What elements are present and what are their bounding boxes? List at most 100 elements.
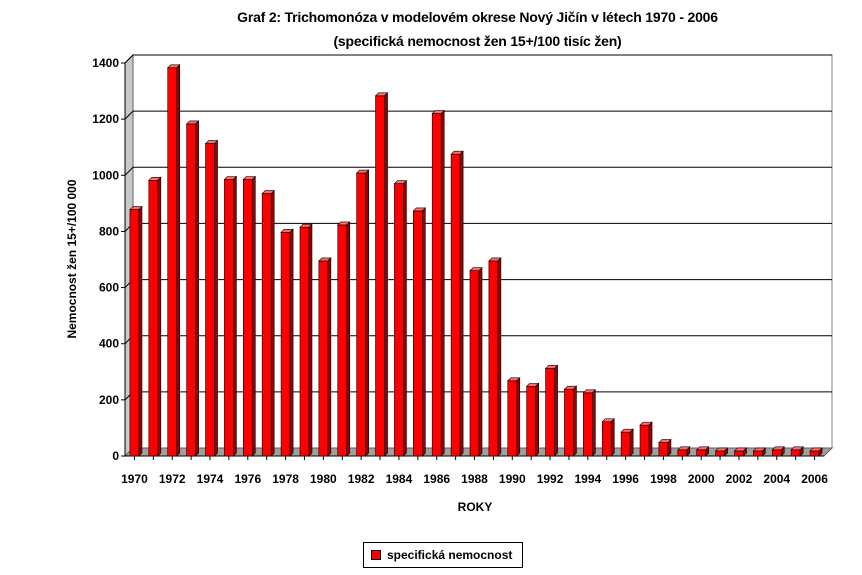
x-tick-label: 1994 xyxy=(574,472,601,486)
bar-side xyxy=(214,139,218,457)
grid-line-side xyxy=(124,166,134,176)
x-tick-label: 2000 xyxy=(688,472,715,486)
bar-front xyxy=(167,67,178,457)
bar-front xyxy=(469,270,480,457)
bar-side xyxy=(384,92,388,457)
bar-front xyxy=(280,231,291,457)
bar-front xyxy=(620,431,631,457)
y-tick-label: 1400 xyxy=(92,56,119,70)
bar-front xyxy=(129,209,140,457)
bar-1987 xyxy=(450,150,464,457)
bar-1980 xyxy=(318,257,332,457)
bar-2004 xyxy=(771,446,785,457)
bar-1997 xyxy=(639,421,653,457)
bar-side xyxy=(762,447,766,457)
bar-side xyxy=(138,205,143,457)
bar-front xyxy=(375,95,385,457)
x-tick-label: 1982 xyxy=(348,472,375,486)
bar-side xyxy=(176,64,181,457)
bar-side xyxy=(724,447,728,457)
bar-side xyxy=(818,447,823,457)
bar-1974 xyxy=(204,139,219,457)
y-tick-label: 0 xyxy=(112,449,119,463)
y-tick-label: 1000 xyxy=(92,168,119,182)
bar-1988 xyxy=(469,267,483,457)
y-tick-label: 400 xyxy=(99,337,119,351)
bar-front xyxy=(413,210,423,457)
bar-front xyxy=(734,450,744,457)
bar-1975 xyxy=(223,175,238,457)
bar-front xyxy=(545,368,555,457)
bar-front xyxy=(639,424,650,457)
x-tick-label: 2002 xyxy=(726,472,753,486)
x-tick-label: 1996 xyxy=(612,472,639,486)
bar-front xyxy=(299,226,310,457)
bar-1973 xyxy=(185,120,200,457)
bar-2000 xyxy=(695,446,710,457)
bar-front xyxy=(488,260,499,457)
bar-side xyxy=(327,257,332,457)
bar-1989 xyxy=(488,257,502,457)
y-tick-label: 1200 xyxy=(92,112,119,126)
bar-side xyxy=(459,150,464,457)
bar-1993 xyxy=(563,385,578,457)
bar-front xyxy=(809,450,820,457)
bar-side xyxy=(233,175,237,457)
y-tick-label: 800 xyxy=(99,224,119,238)
bar-front xyxy=(431,113,442,457)
bar-front xyxy=(771,449,782,457)
bar-front xyxy=(564,388,574,457)
bar-front xyxy=(507,380,518,457)
bar-1991 xyxy=(525,382,540,457)
bar-side xyxy=(195,120,199,457)
bar-1983 xyxy=(374,92,389,457)
bar-side xyxy=(346,221,351,457)
bar-side xyxy=(667,438,672,457)
bar-side xyxy=(686,446,691,457)
bar-1981 xyxy=(337,221,351,457)
x-tick-label: 2004 xyxy=(763,472,790,486)
bar-front xyxy=(261,193,272,457)
bar-front xyxy=(205,143,215,457)
x-tick-label: 1970 xyxy=(121,472,148,486)
bar-side xyxy=(554,364,558,457)
bar-front xyxy=(356,172,366,457)
bar-1986 xyxy=(431,109,445,457)
bar-1972 xyxy=(167,64,181,457)
bar-front xyxy=(224,179,234,457)
bar-1977 xyxy=(261,189,275,457)
bar-front xyxy=(583,392,593,457)
x-tick-label: 1980 xyxy=(310,472,337,486)
x-tick-label: 1988 xyxy=(461,472,488,486)
bar-side xyxy=(478,267,483,457)
bar-1978 xyxy=(280,228,294,457)
bar-1971 xyxy=(148,176,162,457)
bar-1992 xyxy=(544,364,559,457)
x-axis-label: ROKY xyxy=(457,500,493,514)
bar-front xyxy=(450,153,461,457)
bar-side xyxy=(743,447,747,457)
bar-2003 xyxy=(752,447,767,457)
bar-front xyxy=(242,179,253,457)
grid-line-side xyxy=(124,54,134,64)
bar-front xyxy=(526,386,536,457)
bar-1985 xyxy=(412,207,427,457)
bar-side xyxy=(251,175,256,457)
bar-side xyxy=(270,189,275,457)
bar-side xyxy=(705,446,710,457)
bar-1990 xyxy=(507,377,521,457)
bar-1970 xyxy=(129,205,143,457)
bar-front xyxy=(715,450,725,457)
bar-side xyxy=(799,446,804,457)
bar-2006 xyxy=(809,447,823,457)
bar-side xyxy=(403,179,407,457)
bar-side xyxy=(157,176,162,457)
bar-2001 xyxy=(714,447,729,457)
bar-side xyxy=(780,446,785,457)
bar-side xyxy=(592,389,596,457)
y-tick-labels: 0 200 400 600 800 1000 1200 1400 xyxy=(92,56,119,463)
bar-front xyxy=(790,449,801,457)
bar-front xyxy=(601,421,612,457)
bar-2005 xyxy=(790,446,804,457)
